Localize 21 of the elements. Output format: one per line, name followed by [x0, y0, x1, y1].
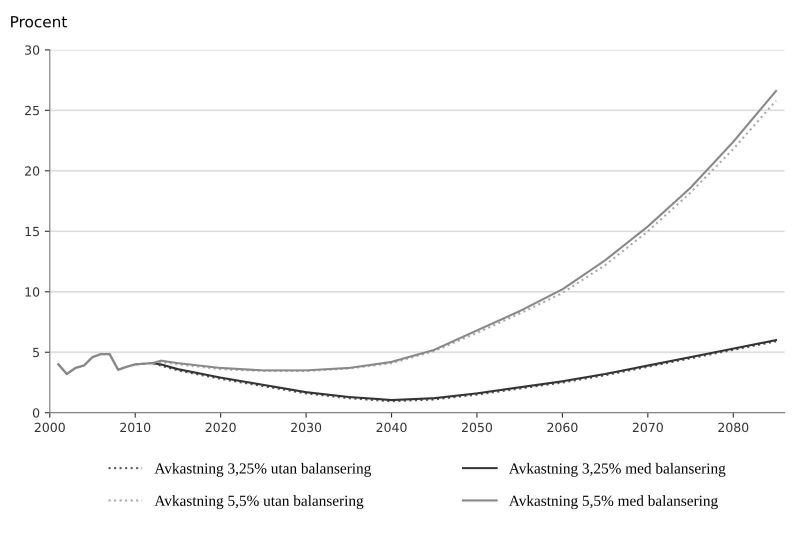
- x-tick-label: 2050: [462, 422, 492, 432]
- legend-label: Avkastning 5,5% med balansering: [508, 495, 718, 510]
- y-tick-label: 20: [25, 166, 40, 176]
- y-tick-label: 15: [26, 226, 39, 236]
- legend-label: Avkastning 5,5% utan balansering: [154, 495, 364, 510]
- y-tick-label: 25: [25, 106, 39, 116]
- y-axis-title: Procent: [11, 16, 67, 28]
- x-tick-label: 2040: [376, 422, 407, 432]
- x-tick-label: 2080: [718, 422, 748, 432]
- x-tick-label: 2020: [206, 422, 236, 432]
- legend-label: Avkastning 3,25% med balansering: [508, 462, 726, 477]
- y-tick-label: 30: [25, 45, 40, 55]
- legend-label: Avkastning 3,25% utan balansering: [154, 462, 372, 477]
- x-tick-label: 2060: [547, 422, 578, 432]
- x-tick-label: 2000: [34, 422, 65, 432]
- y-tick-label: 0: [32, 408, 40, 418]
- y-tick-label: 5: [33, 348, 39, 358]
- x-tick-label: 2070: [632, 422, 663, 432]
- x-tick-label: 2030: [291, 422, 322, 432]
- y-tick-label: 10: [26, 287, 40, 297]
- x-tick-label: 2010: [120, 422, 150, 432]
